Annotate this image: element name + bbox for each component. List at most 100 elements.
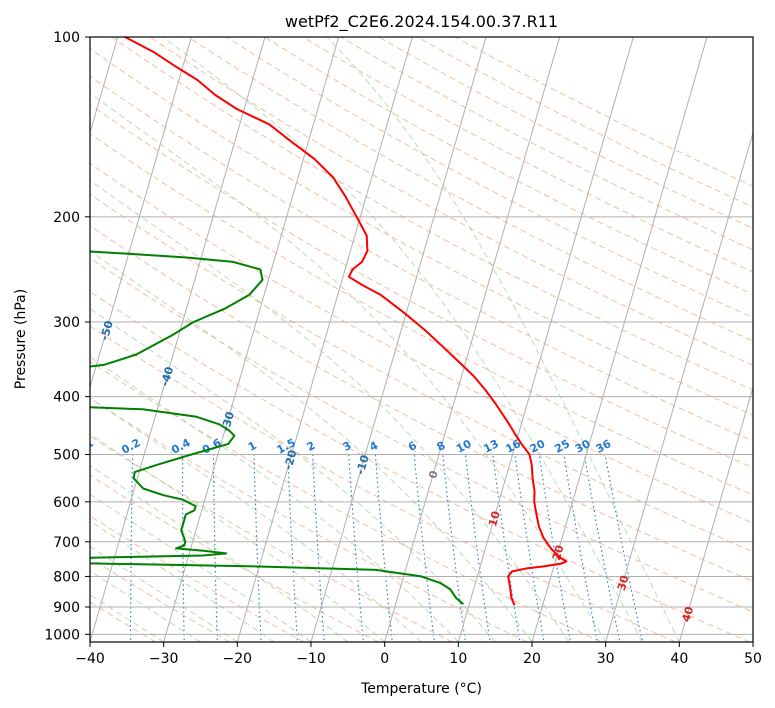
mixing-ratio-label: 3 (341, 439, 354, 454)
mixing-ratio-label: 0.4 (169, 436, 193, 457)
pressure-gridlines (90, 37, 753, 635)
isotherm (384, 37, 561, 642)
plot-area: -100-90-80-70-60-50-40-30-20-10010203040… (37, 37, 753, 645)
y-tick-label: 200 (53, 210, 80, 226)
y-tick-label: 400 (53, 390, 80, 406)
x-tick-label: 40 (670, 651, 688, 667)
moist-adiabat (90, 397, 422, 642)
x-axis: −40 −30 −20 −10 0 10 20 30 40 50 (75, 642, 762, 667)
dry-adiabat (149, 37, 753, 366)
isotherm (90, 37, 192, 390)
mixing-ratio-line (464, 454, 491, 642)
moist-adiabat (90, 308, 496, 642)
mixing-ratio-line (374, 454, 393, 642)
isotherm-label: 0 (426, 469, 441, 480)
temperature-profile (124, 37, 568, 606)
chart-title: wetPf2_C2E6.2024.154.00.37.R11 (285, 12, 558, 32)
x-tick-label: 30 (597, 651, 615, 667)
y-tick-label: 100 (53, 30, 80, 46)
isotherm-label: -40 (158, 365, 176, 388)
mixing-ratio-label: 0.1 (72, 436, 95, 457)
dry-adiabat (416, 37, 753, 208)
plot-frame (89, 36, 754, 643)
mixing-ratio-label: 4 (367, 439, 380, 454)
isotherm (236, 37, 413, 642)
x-tick-label: −30 (149, 651, 179, 667)
y-tick-label: 800 (53, 569, 80, 585)
isotherm (163, 37, 340, 642)
isotherm-label: 30 (615, 574, 632, 593)
dry-adiabat (455, 37, 753, 187)
isotherm (310, 37, 487, 642)
mixing-ratio-label: 36 (594, 437, 614, 456)
dry-adiabat (90, 47, 753, 416)
mixing-ratio-label: 13 (481, 437, 501, 456)
dewpoint-profile (90, 250, 465, 605)
dry-adiabat (90, 133, 753, 496)
mixing-ratio-label: 0.2 (119, 436, 142, 457)
isotherm-label: 20 (550, 543, 567, 562)
mixing-ratio-label: 10 (454, 437, 474, 456)
isotherm-label: 40 (680, 605, 697, 624)
isotherms (90, 37, 753, 642)
dry-adiabat (302, 37, 753, 273)
x-tick-label: 0 (380, 651, 389, 667)
mixing-ratio-label: 2 (305, 439, 318, 454)
mixing-ratio-label: 25 (552, 437, 572, 456)
mixing-ratio-line (212, 454, 218, 642)
mixing-ratio-line (442, 454, 466, 642)
isotherm (605, 130, 753, 642)
mixing-ratio-line (514, 454, 545, 642)
x-tick-label: −40 (75, 651, 105, 667)
mixing-ratio-line (492, 454, 521, 642)
dry-adiabat (264, 37, 753, 296)
mixing-ratio-label: 8 (435, 439, 448, 454)
isotherm (678, 385, 753, 642)
mixing-ratio-line (80, 455, 85, 645)
mixing-ratio-label: 20 (528, 437, 548, 456)
dry-adiabat (90, 325, 676, 642)
dry-adiabat (90, 104, 753, 469)
isotherm-label: -10 (354, 453, 372, 476)
y-tick-label: 900 (53, 600, 80, 616)
mixing-ratio-line (413, 454, 435, 642)
y-tick-label: 700 (53, 535, 80, 551)
isotherm-label: 10 (486, 509, 503, 528)
isotherm-label: -20 (282, 448, 300, 471)
x-tick-label: −20 (223, 651, 253, 667)
mixing-ratio-line (538, 454, 571, 642)
dry-adiabat (90, 515, 305, 642)
dry-adiabat (90, 557, 230, 642)
moist-adiabat (90, 250, 533, 642)
mixing-ratio-line (253, 454, 262, 642)
x-axis-label: Temperature (°C) (360, 681, 482, 697)
mixing-ratio-lines (80, 454, 644, 645)
x-tick-label: 10 (449, 651, 467, 667)
dry-adiabat (187, 37, 753, 342)
moist-adiabat (162, 37, 643, 642)
mixing-ratio-label: 6 (406, 439, 419, 454)
line-labels: -100-90-80-70-60-50-40-30-20-10010203040… (37, 273, 697, 624)
x-tick-label: 50 (744, 651, 762, 667)
mixing-ratio-label: 1 (246, 439, 259, 454)
dry-adiabat (111, 37, 753, 391)
isotherm-label: -60 (37, 273, 55, 296)
mixing-ratio-label: 16 (503, 437, 523, 456)
mixing-ratio-line (312, 454, 325, 642)
mixing-ratio-line (604, 454, 644, 642)
y-tick-label: 600 (53, 495, 80, 511)
mixing-ratio-line (348, 454, 364, 642)
dry-adiabat (90, 290, 750, 642)
dry-adiabat (90, 75, 753, 442)
moist-adiabat (90, 179, 570, 642)
y-axis: 100 200 300 400 500 600 700 800 900 1000 (44, 30, 90, 643)
y-axis-label: Pressure (hPa) (13, 289, 29, 389)
mixing-ratio-line (130, 454, 134, 642)
dry-adiabat (90, 474, 379, 642)
moist-adiabat (90, 92, 607, 642)
dry-adiabat (378, 37, 753, 229)
moist-adiabat (90, 356, 459, 642)
x-tick-label: −10 (296, 651, 326, 667)
